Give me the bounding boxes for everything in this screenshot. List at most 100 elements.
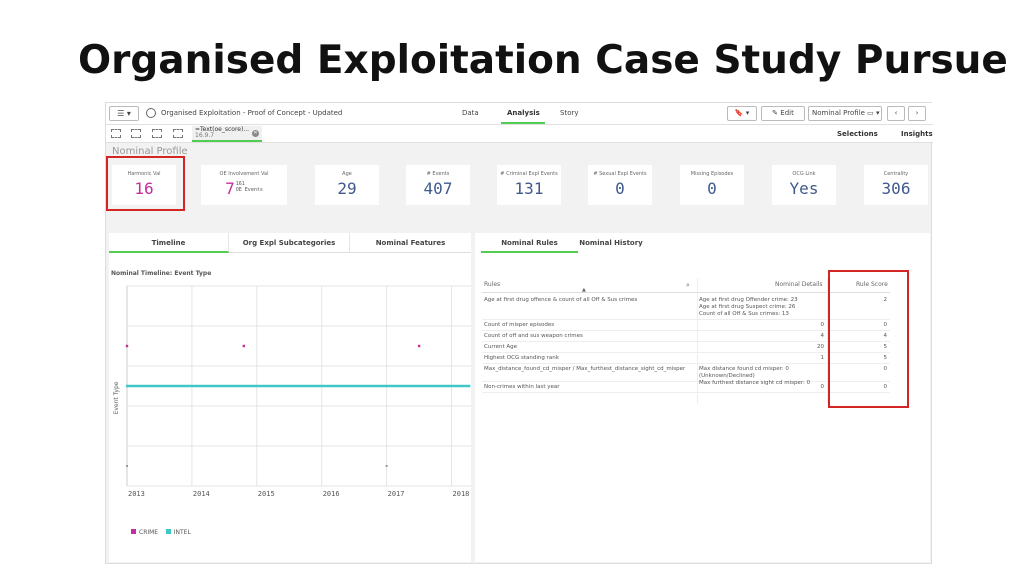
intel-point[interactable] <box>272 384 275 388</box>
intel-point[interactable] <box>207 384 210 388</box>
intel-point[interactable] <box>345 384 348 388</box>
intel-point[interactable] <box>465 384 468 388</box>
intel-point[interactable] <box>296 384 299 388</box>
intel-point[interactable] <box>323 384 326 388</box>
intel-point[interactable] <box>460 384 463 388</box>
intel-point[interactable] <box>442 384 445 388</box>
intel-point[interactable] <box>164 384 167 388</box>
intel-point[interactable] <box>254 384 257 388</box>
intel-point[interactable] <box>171 384 174 388</box>
intel-point[interactable] <box>202 384 205 388</box>
intel-point[interactable] <box>127 384 130 388</box>
intel-point[interactable] <box>431 384 434 388</box>
intel-point[interactable] <box>132 384 135 388</box>
tab-analysis[interactable]: Analysis <box>507 109 540 117</box>
intel-point[interactable] <box>395 384 398 388</box>
intel-point[interactable] <box>242 384 245 388</box>
intel-point[interactable] <box>237 384 240 388</box>
intel-point[interactable] <box>288 384 291 388</box>
intel-point[interactable] <box>231 384 234 388</box>
intel-point[interactable] <box>263 384 266 388</box>
intel-point[interactable] <box>187 384 190 388</box>
intel-point[interactable] <box>216 384 219 388</box>
intel-point[interactable] <box>200 384 203 388</box>
intel-point[interactable] <box>169 384 172 388</box>
intel-point[interactable] <box>333 384 336 388</box>
edit-button[interactable]: ✎ Edit <box>761 106 805 121</box>
intel-point[interactable] <box>177 384 180 388</box>
intel-point[interactable] <box>244 384 247 388</box>
col-header-rules[interactable]: Rules <box>484 281 501 288</box>
intel-point[interactable] <box>156 384 159 388</box>
col-header-nominal-details[interactable]: Nominal Details <box>775 281 823 288</box>
intel-point[interactable] <box>341 384 344 388</box>
intel-point[interactable] <box>335 384 338 388</box>
intel-point[interactable] <box>147 384 150 388</box>
intel-point[interactable] <box>416 384 419 388</box>
intel-point[interactable] <box>203 384 206 388</box>
intel-point[interactable] <box>176 384 179 388</box>
intel-point[interactable] <box>285 384 288 388</box>
intel-point[interactable] <box>379 384 382 388</box>
intel-point[interactable] <box>398 384 401 388</box>
intel-point[interactable] <box>377 384 380 388</box>
intel-point[interactable] <box>150 384 153 388</box>
intel-point[interactable] <box>239 384 242 388</box>
intel-point[interactable] <box>181 384 184 388</box>
crime-point[interactable] <box>417 344 421 348</box>
intel-point[interactable] <box>351 384 354 388</box>
intel-point[interactable] <box>190 384 193 388</box>
intel-point[interactable] <box>130 384 133 388</box>
tab-timeline[interactable]: Timeline <box>109 233 229 253</box>
search-icon[interactable]: ⌕ <box>686 281 690 289</box>
intel-point[interactable] <box>294 384 297 388</box>
intel-point[interactable] <box>310 384 313 388</box>
kpi-age[interactable]: Age 29 <box>315 165 379 205</box>
intel-point[interactable] <box>134 384 137 388</box>
intel-point[interactable] <box>358 384 361 388</box>
sort-icon[interactable]: ▲ <box>582 287 586 293</box>
intel-point[interactable] <box>229 384 232 388</box>
intel-point[interactable] <box>429 384 432 388</box>
intel-point[interactable] <box>247 384 250 388</box>
intel-point[interactable] <box>314 384 317 388</box>
table-row[interactable]: Current Age 20 5 <box>482 342 890 353</box>
intel-point[interactable] <box>338 384 341 388</box>
intel-point[interactable] <box>461 384 464 388</box>
intel-point[interactable] <box>140 384 143 388</box>
kpi-ocg-link[interactable]: OCG Link Yes <box>772 165 836 205</box>
intel-point[interactable] <box>302 384 305 388</box>
intel-point[interactable] <box>387 384 390 388</box>
intel-point[interactable] <box>440 384 443 388</box>
kpi-centrality[interactable]: Centrality 306 <box>864 165 928 205</box>
intel-point[interactable] <box>246 384 249 388</box>
intel-point[interactable] <box>359 384 362 388</box>
intel-point[interactable] <box>267 384 270 388</box>
table-row[interactable]: Count of misper episodes 0 0 <box>482 320 890 331</box>
intel-point[interactable] <box>408 384 411 388</box>
intel-point[interactable] <box>448 384 451 388</box>
bookmark-button[interactable]: 🔖 ▾ <box>727 106 757 121</box>
intel-point[interactable] <box>129 384 132 388</box>
intel-point[interactable] <box>327 384 330 388</box>
intel-point[interactable] <box>260 384 263 388</box>
intel-point[interactable] <box>250 384 253 388</box>
intel-point[interactable] <box>455 384 458 388</box>
intel-point[interactable] <box>213 384 216 388</box>
intel-point[interactable] <box>142 384 145 388</box>
intel-point[interactable] <box>270 384 273 388</box>
intel-point[interactable] <box>427 384 430 388</box>
intel-point[interactable] <box>419 384 422 388</box>
intel-point[interactable] <box>458 384 461 388</box>
intel-point[interactable] <box>155 384 158 388</box>
intel-point[interactable] <box>291 384 294 388</box>
intel-point[interactable] <box>221 384 224 388</box>
intel-point[interactable] <box>312 384 315 388</box>
tab-nominal-history[interactable]: Nominal History <box>579 239 643 247</box>
intel-point[interactable] <box>208 384 211 388</box>
intel-point[interactable] <box>390 384 393 388</box>
intel-point[interactable] <box>439 384 442 388</box>
intel-point[interactable] <box>249 384 252 388</box>
tab-nominal-rules[interactable]: Nominal Rules <box>481 233 578 253</box>
table-row[interactable]: Max_distance_found_cd_misper / Max_furth… <box>482 364 890 386</box>
